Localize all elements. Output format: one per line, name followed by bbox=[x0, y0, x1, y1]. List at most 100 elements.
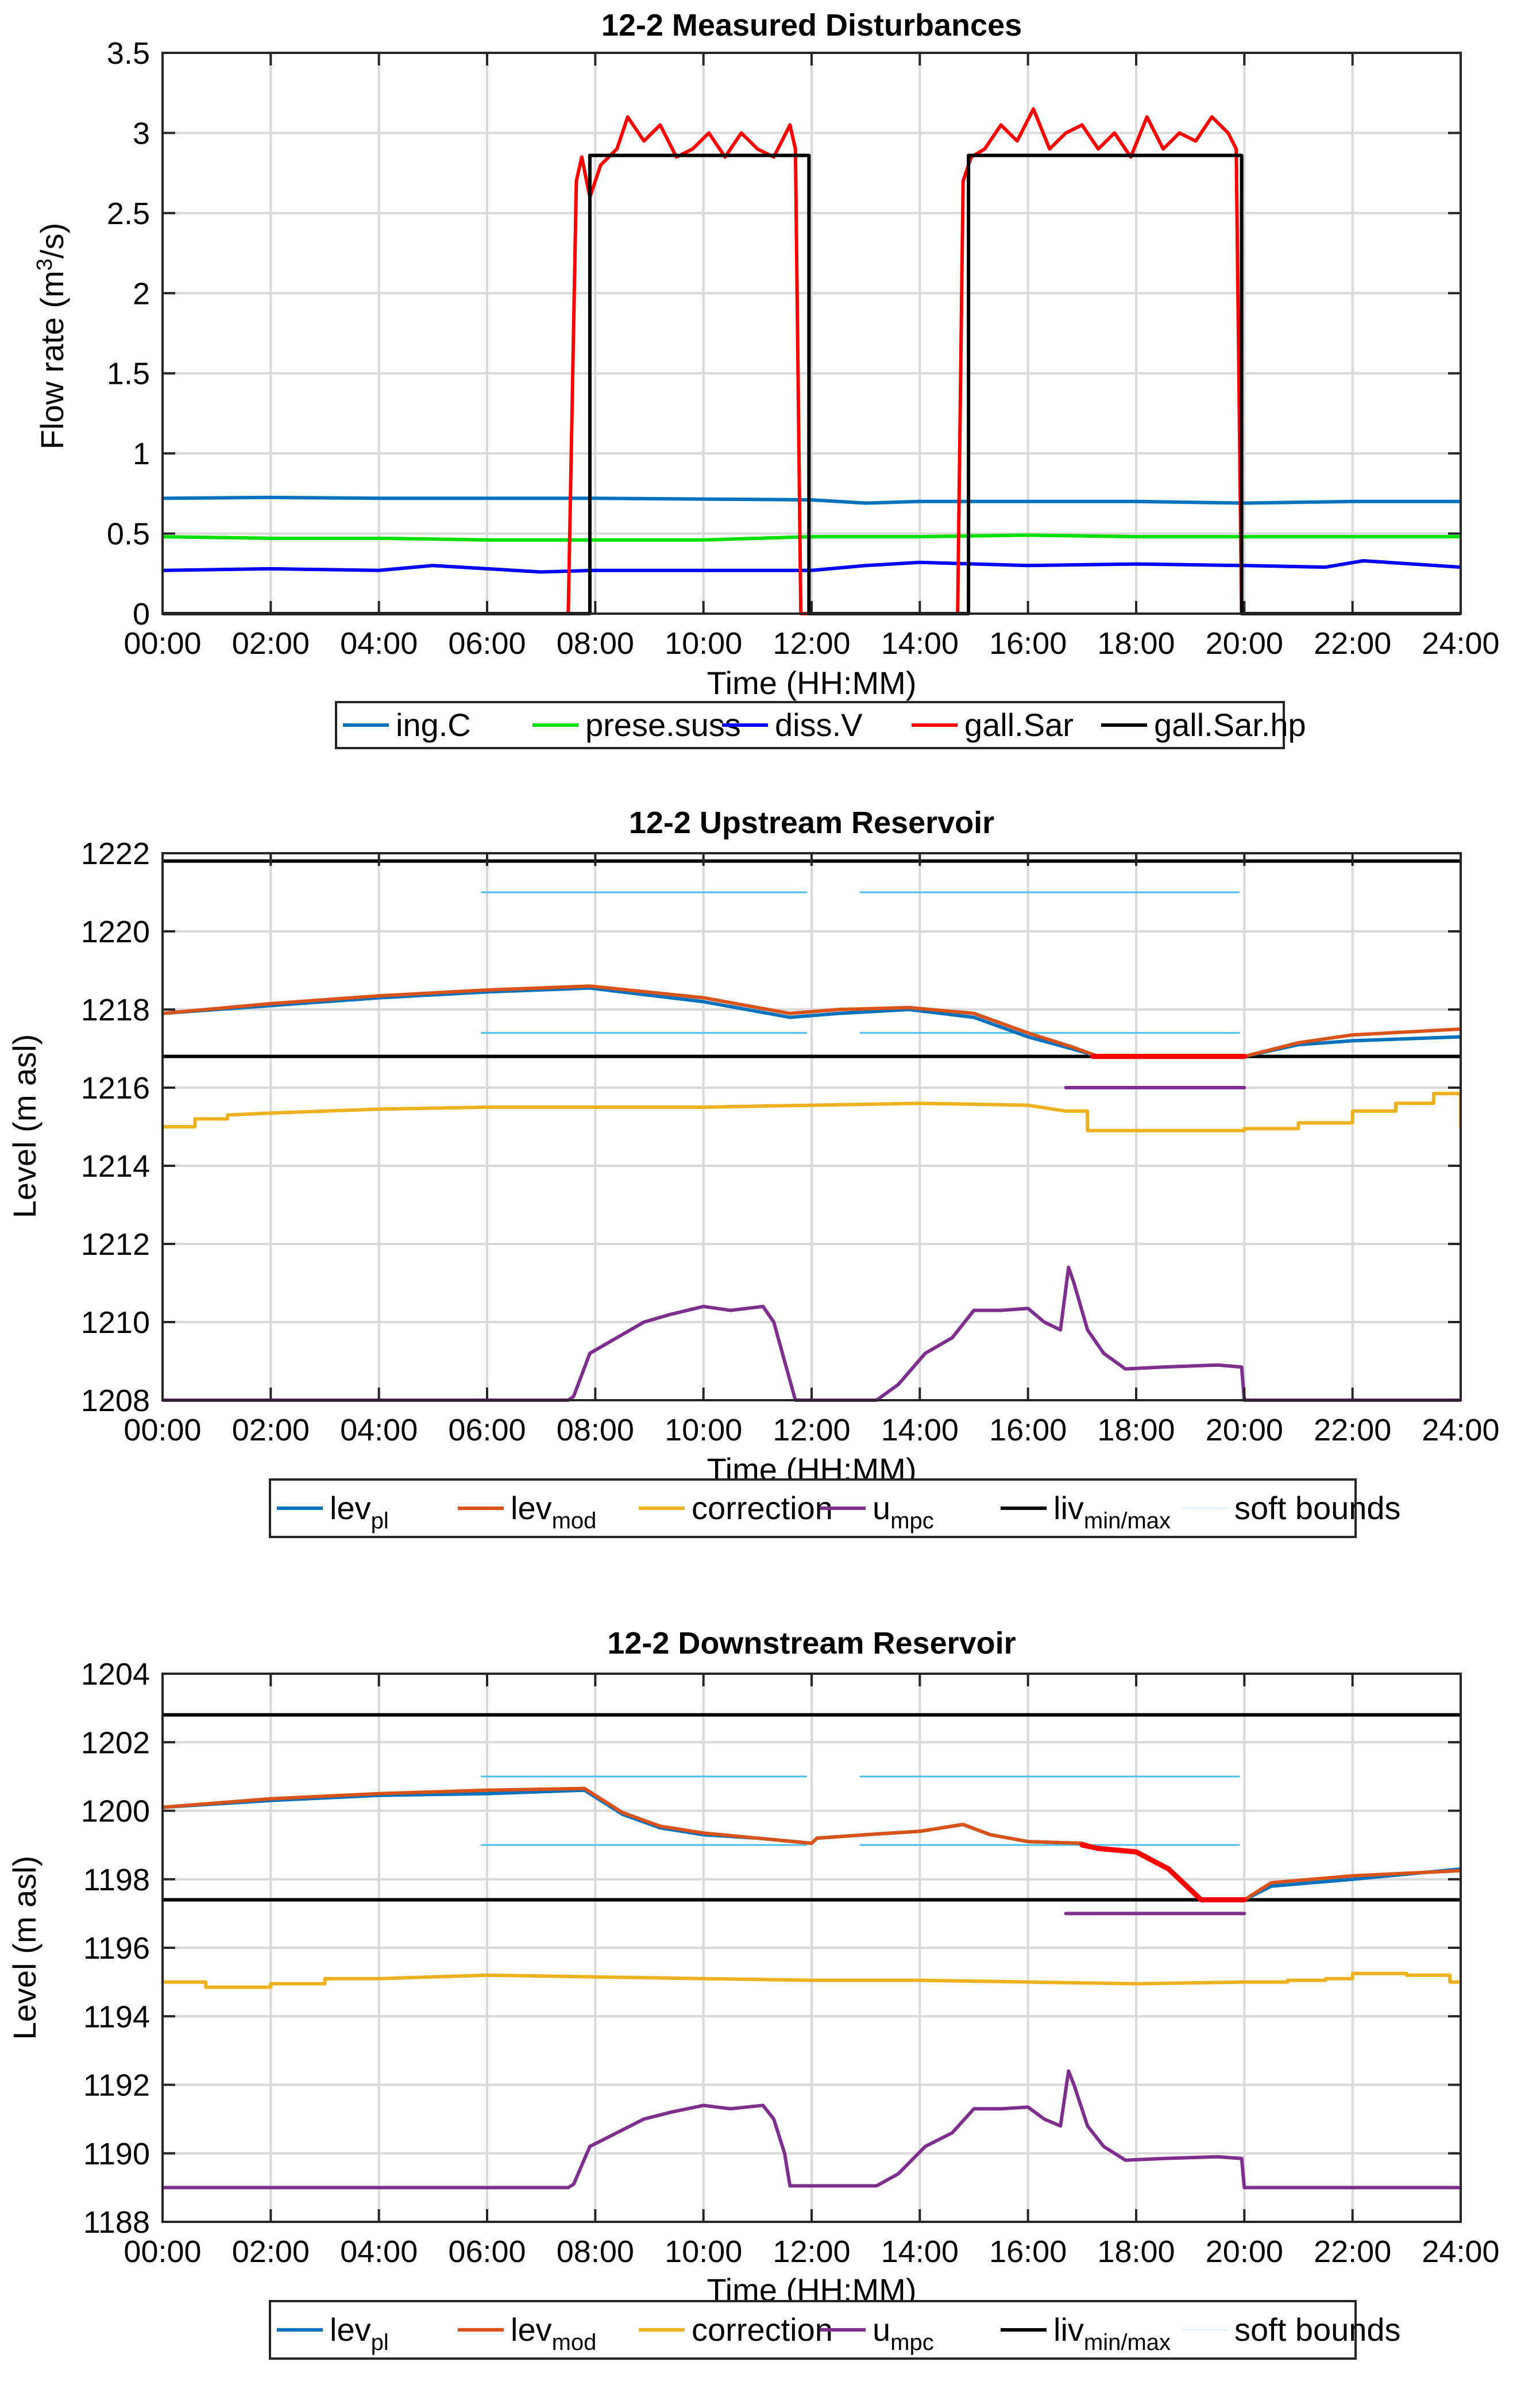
y-tick-label: 1188 bbox=[83, 2205, 150, 2240]
x-tick-label: 22:00 bbox=[1314, 2234, 1391, 2269]
x-tick-label: 06:00 bbox=[448, 1413, 526, 1447]
legend-label: levpl bbox=[330, 1490, 389, 1534]
y-tick-label: 1192 bbox=[83, 2068, 150, 2103]
x-tick-label: 04:00 bbox=[340, 626, 418, 661]
x-tick-label: 18:00 bbox=[1097, 626, 1175, 661]
legend-label: gall.Sar.hp bbox=[1154, 707, 1306, 743]
legend-label: soft bounds bbox=[1234, 2311, 1401, 2348]
series-diss-v bbox=[163, 559, 1461, 574]
legend-label: soft bounds bbox=[1234, 1490, 1401, 1526]
y-tick-label: 0 bbox=[133, 597, 150, 631]
x-tick-label: 16:00 bbox=[989, 2234, 1067, 2269]
y-axis-label: Level (m asl) bbox=[6, 1856, 43, 2040]
series-prese-suss bbox=[163, 533, 1461, 542]
legend-label: diss.V bbox=[775, 707, 863, 743]
y-tick-label: 1190 bbox=[83, 2137, 150, 2171]
legend-label: gall.Sar bbox=[964, 707, 1074, 743]
x-tick-label: 02:00 bbox=[232, 1413, 310, 1447]
x-tick-label: 18:00 bbox=[1097, 1413, 1175, 1447]
legend-label: ing.C bbox=[396, 707, 471, 743]
y-tick-label: 1208 bbox=[81, 1384, 150, 1418]
legend-box bbox=[269, 2300, 1357, 2360]
x-tick-label: 10:00 bbox=[665, 1413, 742, 1447]
y-tick-label: 1198 bbox=[83, 1863, 150, 1897]
x-tick-label: 16:00 bbox=[989, 626, 1067, 661]
legend-box bbox=[269, 1478, 1357, 1538]
series-correction bbox=[163, 1971, 1461, 1989]
y-tick-label: 0.5 bbox=[107, 517, 150, 552]
y-tick-label: 1200 bbox=[81, 1794, 150, 1829]
legend: ing.C prese.suss diss.V gall.Sar gall.Sar.hp bbox=[335, 701, 1306, 749]
y-tick-label: 3 bbox=[133, 116, 150, 151]
legend-label: levmod bbox=[511, 2311, 596, 2355]
y-tick-label: 1204 bbox=[81, 1657, 150, 1692]
y-tick-label: 1 bbox=[133, 437, 150, 471]
x-tick-label: 04:00 bbox=[340, 2234, 418, 2269]
x-tick-label: 10:00 bbox=[665, 2234, 742, 2269]
x-tick-label: 22:00 bbox=[1314, 1413, 1391, 1447]
x-tick-label: 14:00 bbox=[881, 1413, 959, 1447]
legend-label: correction bbox=[692, 2311, 833, 2348]
x-tick-label: 00:00 bbox=[123, 1413, 201, 1447]
series-ing-c bbox=[163, 495, 1461, 505]
x-tick-label: 16:00 bbox=[989, 1413, 1067, 1447]
x-tick-label: 20:00 bbox=[1206, 2234, 1283, 2269]
series-group bbox=[163, 1713, 1461, 2190]
x-tick-label: 06:00 bbox=[448, 2234, 526, 2269]
legend-label: prese.suss bbox=[585, 707, 741, 743]
x-tick-label: 00:00 bbox=[123, 626, 201, 661]
series-correction bbox=[163, 1092, 1461, 1132]
x-tick-label: 14:00 bbox=[881, 626, 959, 661]
series-lev-bound-active bbox=[1079, 1842, 1247, 1902]
x-tick-label: 14:00 bbox=[881, 2234, 959, 2269]
chart-title: 12-2 Upstream Reservoir bbox=[629, 806, 994, 840]
legend-label: umpc bbox=[873, 2311, 934, 2355]
legend-label: levmod bbox=[511, 1490, 596, 1534]
legend-label: umpc bbox=[873, 1490, 934, 1534]
y-axis-label: Level (m asl) bbox=[6, 1034, 43, 1219]
legend-label: livmin/max bbox=[1053, 1490, 1171, 1534]
x-tick-label: 12:00 bbox=[773, 2234, 850, 2269]
x-tick-label: 20:00 bbox=[1206, 1413, 1283, 1447]
x-tick-label: 00:00 bbox=[123, 2234, 201, 2269]
legend-label: correction bbox=[692, 1490, 833, 1526]
series-lev-mod bbox=[163, 984, 1461, 1058]
x-axis-label: Time (HH:MM) bbox=[707, 665, 917, 701]
y-tick-label: 1194 bbox=[83, 1999, 150, 2034]
x-tick-label: 18:00 bbox=[1097, 2234, 1175, 2269]
chart-2: 00:00 02:00 04:00 06:00 08:00 10:00 12:00 14:00… bbox=[6, 806, 1500, 1538]
y-tick-label: 1222 bbox=[81, 837, 150, 871]
y-tick-label: 1220 bbox=[81, 915, 150, 949]
x-tick-label: 08:00 bbox=[557, 2234, 634, 2269]
chart-1: 00:00 02:00 04:00 06:00 08:00 10:00 12:00 14:00… bbox=[33, 8, 1500, 749]
y-tick-label: 2.5 bbox=[107, 197, 150, 231]
y-tick-label: 1212 bbox=[81, 1227, 150, 1262]
x-tick-label: 20:00 bbox=[1206, 626, 1283, 661]
legend: levpl levmod correction umpc livmin/max soft … bbox=[269, 2300, 1401, 2360]
chart-title: 12-2 Measured Disturbances bbox=[601, 8, 1022, 43]
y-axis-label: Flow rate (m3/s) bbox=[33, 223, 70, 450]
y-tick-label: 1216 bbox=[81, 1071, 150, 1105]
x-tick-label: 24:00 bbox=[1422, 1413, 1499, 1447]
x-tick-label: 10:00 bbox=[665, 626, 742, 661]
x-tick-label: 24:00 bbox=[1422, 626, 1499, 661]
series-gall-sar bbox=[163, 107, 1461, 615]
x-tick-label: 08:00 bbox=[557, 1413, 634, 1447]
x-tick-label: 02:00 bbox=[232, 626, 310, 661]
legend-label: livmin/max bbox=[1053, 2311, 1171, 2355]
x-tick-label: 06:00 bbox=[448, 626, 526, 661]
series-u-mpc bbox=[163, 1265, 1461, 1402]
y-tick-label: 3.5 bbox=[107, 36, 150, 71]
legend: levpl levmod correction umpc livmin/max soft … bbox=[269, 1478, 1401, 1538]
y-tick-label: 2 bbox=[133, 276, 150, 311]
x-tick-label: 24:00 bbox=[1422, 2234, 1499, 2269]
x-tick-label: 12:00 bbox=[773, 1413, 850, 1447]
chart-3: 00:00 02:00 04:00 06:00 08:00 10:00 12:00 14:00… bbox=[6, 1626, 1500, 2360]
y-tick-label: 1214 bbox=[81, 1149, 150, 1184]
y-tick-label: 1196 bbox=[83, 1931, 150, 1966]
x-tick-label: 08:00 bbox=[557, 626, 634, 661]
x-tick-label: 22:00 bbox=[1314, 626, 1391, 661]
y-tick-label: 1218 bbox=[81, 993, 150, 1027]
y-tick-label: 1.5 bbox=[107, 357, 150, 391]
